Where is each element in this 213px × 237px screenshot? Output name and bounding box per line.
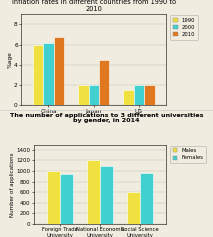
Bar bbox=[134, 85, 144, 105]
Bar bbox=[99, 60, 109, 105]
Bar bbox=[78, 85, 89, 105]
Bar bbox=[140, 173, 153, 224]
Bar bbox=[54, 36, 64, 105]
Legend: 1990, 2000, 2010: 1990, 2000, 2010 bbox=[170, 15, 198, 40]
Bar bbox=[60, 174, 73, 224]
Y-axis label: Number of applications: Number of applications bbox=[10, 152, 15, 217]
Bar bbox=[123, 90, 134, 105]
Bar bbox=[144, 85, 155, 105]
Text: The number of applications to 3 different universities
by gender, in 2014: The number of applications to 3 differen… bbox=[10, 113, 203, 123]
Bar bbox=[127, 192, 140, 224]
Bar bbox=[43, 43, 54, 105]
Legend: Males, Females: Males, Females bbox=[170, 146, 206, 163]
Title: Inflation rates in different countries from 1990 to
2010: Inflation rates in different countries f… bbox=[12, 0, 176, 12]
Bar bbox=[87, 160, 100, 224]
Bar bbox=[47, 171, 60, 224]
Bar bbox=[33, 45, 43, 105]
Y-axis label: %age: %age bbox=[8, 51, 13, 68]
Bar bbox=[100, 166, 113, 224]
Bar bbox=[89, 85, 99, 105]
